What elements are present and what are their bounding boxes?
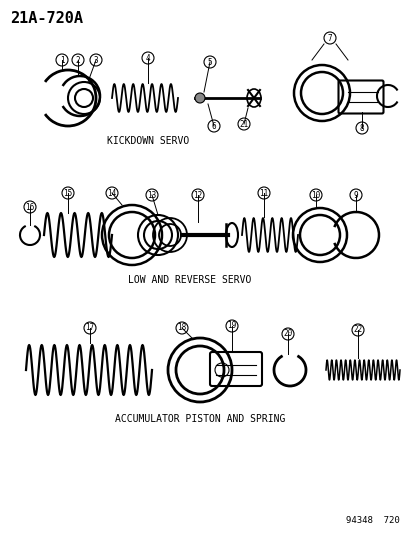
Text: 13: 13 — [147, 190, 156, 199]
Text: 12: 12 — [193, 190, 202, 199]
Text: 17: 17 — [85, 324, 95, 333]
Text: 6: 6 — [211, 122, 216, 131]
Text: 14: 14 — [107, 189, 116, 198]
Text: 10: 10 — [311, 190, 320, 199]
Text: 22: 22 — [353, 326, 362, 335]
Text: 11: 11 — [259, 189, 268, 198]
Text: 16: 16 — [25, 203, 35, 212]
Text: 7: 7 — [327, 34, 332, 43]
Text: 4: 4 — [145, 53, 150, 62]
Text: 20: 20 — [282, 329, 292, 338]
Text: 2: 2 — [76, 55, 80, 64]
Text: 3: 3 — [93, 55, 98, 64]
Text: LOW AND REVERSE SERVO: LOW AND REVERSE SERVO — [128, 275, 251, 285]
Text: 94348  720: 94348 720 — [345, 516, 399, 525]
Text: 9: 9 — [353, 190, 357, 199]
Text: ACCUMULATOR PISTON AND SPRING: ACCUMULATOR PISTON AND SPRING — [114, 414, 285, 424]
Text: 8: 8 — [359, 124, 363, 133]
Text: 1: 1 — [59, 55, 64, 64]
Circle shape — [195, 93, 204, 103]
Text: 19: 19 — [227, 321, 236, 330]
Text: 5: 5 — [207, 58, 212, 67]
Text: 18: 18 — [177, 324, 186, 333]
Text: 21A-720A: 21A-720A — [10, 11, 83, 26]
Text: 15: 15 — [63, 189, 72, 198]
Text: KICKDOWN SERVO: KICKDOWN SERVO — [107, 136, 189, 146]
Text: 21: 21 — [239, 119, 248, 128]
